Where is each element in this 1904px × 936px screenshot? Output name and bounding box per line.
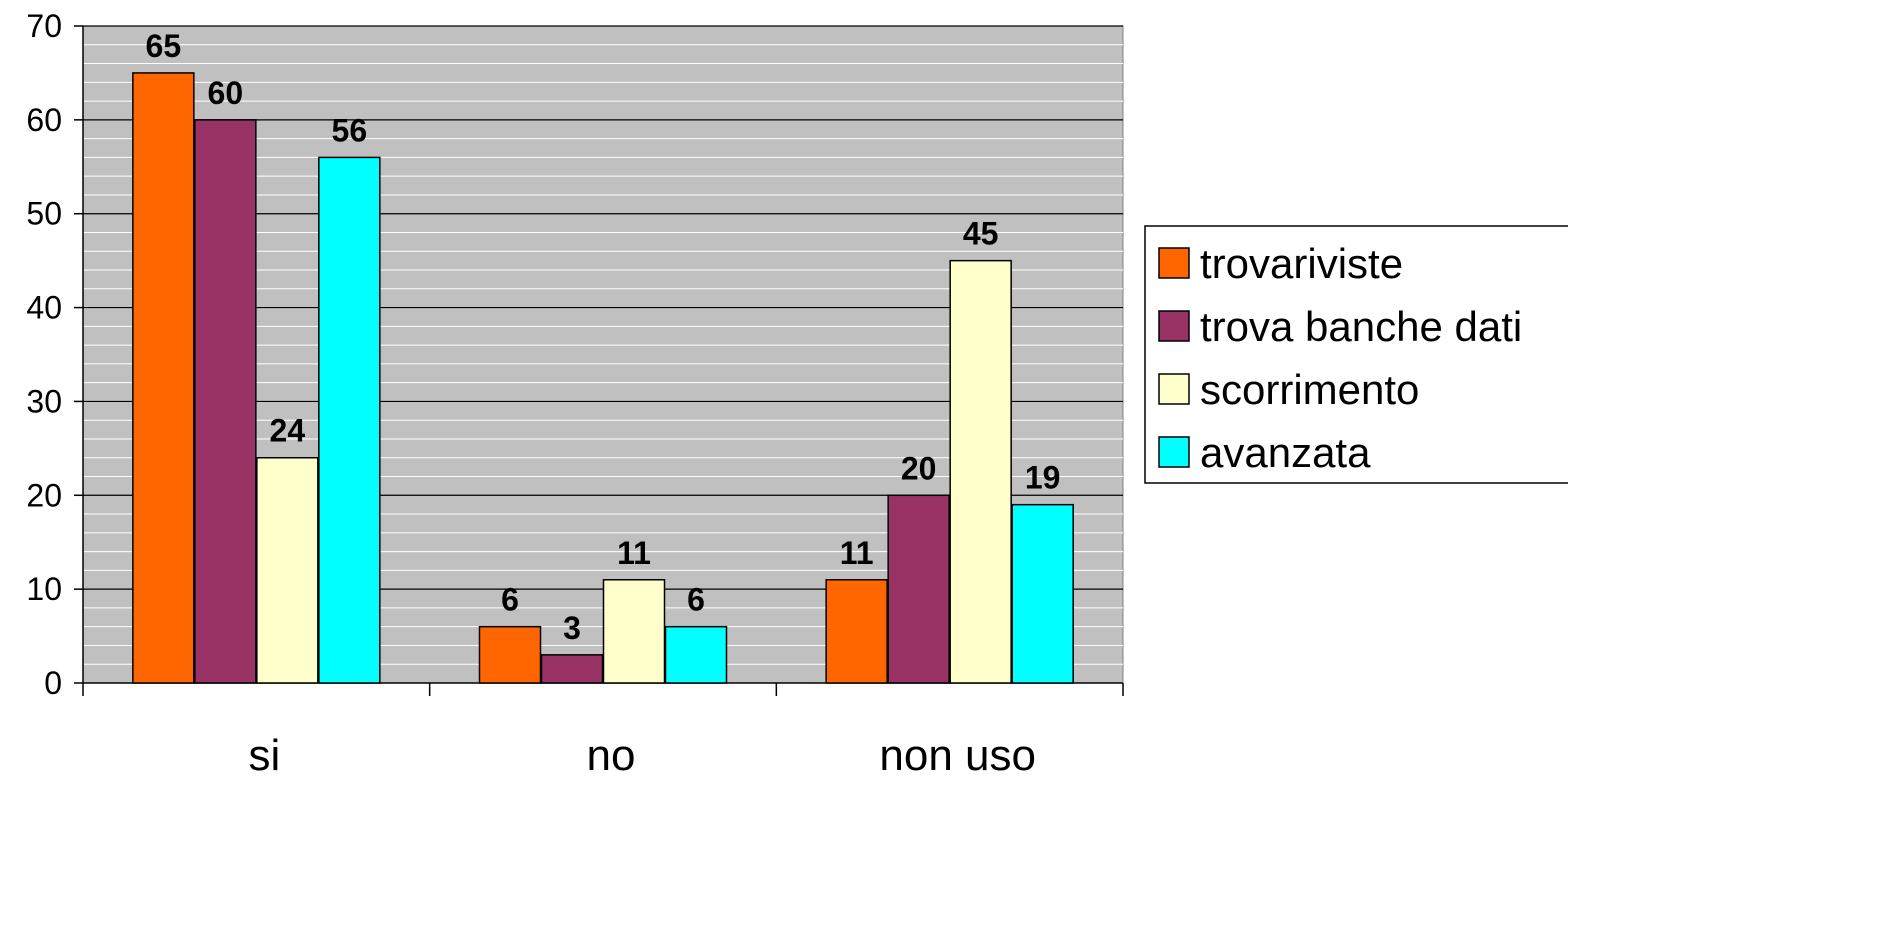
data-label: 6 xyxy=(501,582,519,618)
legend-swatch xyxy=(1158,373,1190,405)
data-label: 20 xyxy=(901,450,937,486)
legend-label: trova banche dati xyxy=(1200,303,1522,350)
legend-label: trovariviste xyxy=(1200,240,1403,287)
bar-3-0 xyxy=(318,156,381,684)
legend-label: avanzata xyxy=(1200,429,1371,476)
y-tick-label: 40 xyxy=(26,290,62,326)
data-label: 6 xyxy=(687,582,705,618)
bar-chart: 0 10 20 30 40 50 60 70 65 60 24 56 6 3 11 6 11 20 45 19 si… xyxy=(26,8,1568,779)
x-category-label: no xyxy=(587,731,636,779)
legend-swatch xyxy=(1158,247,1190,279)
y-tick-label: 20 xyxy=(26,477,62,513)
bar-2-1 xyxy=(602,579,666,684)
y-tick-label: 50 xyxy=(26,196,62,232)
bar-1-1 xyxy=(540,654,604,684)
bar-2-0 xyxy=(256,456,319,684)
y-tick-label: 60 xyxy=(26,102,62,138)
y-tick-label: 0 xyxy=(44,665,62,701)
bar-2-2 xyxy=(949,259,1012,684)
bar-0-2 xyxy=(825,579,888,684)
bar-1-0 xyxy=(194,119,257,684)
data-label: 45 xyxy=(963,216,999,252)
bar-3-2 xyxy=(1011,503,1074,684)
y-tick-label: 10 xyxy=(26,571,62,607)
y-tick-label: 30 xyxy=(26,383,62,419)
bar-1-2 xyxy=(887,494,950,684)
data-label: 11 xyxy=(840,535,874,571)
data-label: 65 xyxy=(146,28,182,64)
data-labels: 65 60 24 56 6 3 11 6 11 20 45 19 xyxy=(146,28,1061,646)
legend-box xyxy=(1144,225,1568,484)
x-category-label: non uso xyxy=(879,731,1036,779)
data-label: 11 xyxy=(617,535,651,571)
data-label: 3 xyxy=(563,610,581,646)
x-axis-category-labels: si no non uso xyxy=(248,731,1036,779)
data-label: 19 xyxy=(1025,460,1061,496)
legend-swatch xyxy=(1158,436,1190,468)
bar-0-0 xyxy=(132,72,195,684)
x-category-label: si xyxy=(248,731,280,779)
legend: trovariviste trova banche dati scorrimento… xyxy=(1144,225,1568,484)
y-tick-label: 70 xyxy=(26,8,62,44)
data-label: 60 xyxy=(208,75,244,111)
data-label: 24 xyxy=(270,413,306,449)
legend-swatch xyxy=(1158,310,1190,342)
bar-3-1 xyxy=(664,625,728,684)
bar-0-1 xyxy=(478,625,542,684)
y-axis-tick-labels: 0 10 20 30 40 50 60 70 xyxy=(26,8,62,701)
data-label: 56 xyxy=(332,112,368,148)
legend-label: scorrimento xyxy=(1200,366,1419,413)
bars xyxy=(132,72,1074,684)
